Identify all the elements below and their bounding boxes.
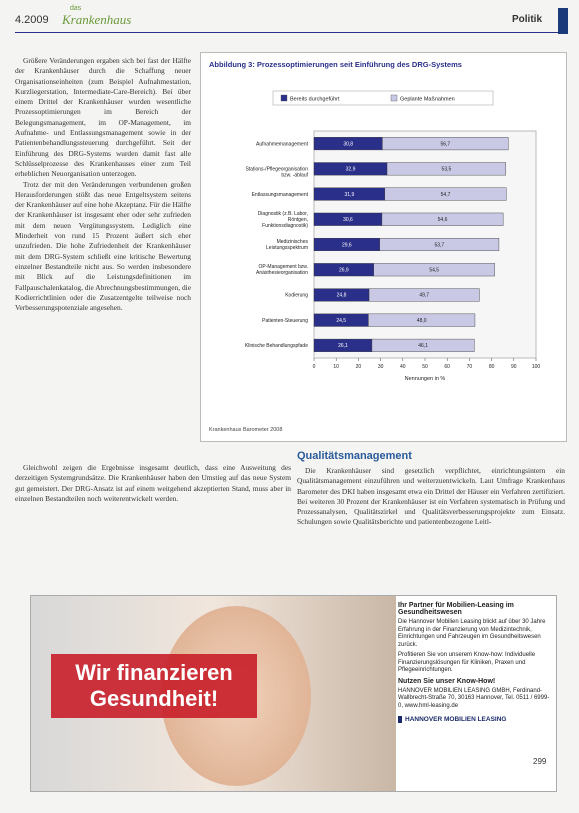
paragraph: Trotz der mit den Veränderungen verbunde… (15, 179, 191, 313)
logo-small: das (70, 5, 82, 12)
section: Politik (512, 14, 543, 25)
ad-headline-line: Gesundheit! (89, 686, 219, 711)
x-tick-label: 80 (489, 364, 495, 370)
x-tick-label: 40 (400, 364, 406, 370)
ad-paragraph: Die Hannover Mobilien Leasing blickt auf… (398, 619, 546, 648)
column: Die Krankenhäuser sind gesetzlich verpfl… (297, 466, 565, 566)
bar-segment (379, 237, 500, 252)
value-label: 26,9 (339, 268, 349, 274)
value-label: 46,1 (418, 343, 428, 349)
rule (15, 32, 560, 33)
category-label: Stations-/Pflegeorganisation bzw. -ablauf (245, 166, 308, 178)
x-tick-label: 100 (532, 364, 541, 370)
value-label: 24,5 (336, 318, 346, 324)
category-label: Diagnostik (z.B. Labor, Röntgen, Funktions… (258, 211, 309, 229)
value-label: 56,7 (440, 141, 450, 147)
x-tick-label: 30 (378, 364, 384, 370)
bar-segment (381, 212, 504, 226)
category-label: Entlassungsmanagement (252, 192, 309, 198)
category-label: Kodierung (285, 293, 308, 299)
tab (558, 8, 568, 34)
value-label: 31,9 (345, 192, 355, 198)
x-tick-label: 0 (313, 364, 316, 370)
value-label: 24,8 (337, 293, 347, 299)
category-label: OP-Management bzw. Anästhesieorganisation (256, 264, 308, 276)
x-tick-label: 20 (356, 364, 362, 370)
value-label: 54,7 (441, 192, 451, 198)
bar-segment (368, 288, 480, 302)
advertisement: Wir finanzieren Gesundheit! Ihr Partner f… (30, 595, 557, 792)
value-label: 54,5 (429, 268, 439, 274)
category-label: Patienten-Steuerung (262, 318, 308, 324)
ad-brand: HANNOVER MOBILIEN LEASING (398, 716, 550, 723)
bar-segment (384, 187, 507, 201)
chart: Abbildung 3: Prozessoptimierungen seit E… (200, 52, 567, 442)
ad-text: Ihr Partner für Mobilien-Leasing im Gesu… (398, 602, 550, 723)
value-label: 53,5 (442, 167, 452, 173)
page-number: 299 (533, 757, 547, 766)
ad-headline: Wir finanzieren Gesundheit! (51, 654, 257, 718)
x-tick-label: 60 (444, 364, 450, 370)
ad-headline-line: Wir finanzieren (75, 660, 233, 685)
paragraph: Die Krankenhäuser sind gesetzlich verpfl… (297, 466, 565, 527)
value-label: 49,7 (419, 293, 429, 299)
value-label: 53,7 (434, 242, 444, 248)
column: Größere Veränderungen ergaben sich bei f… (15, 56, 191, 441)
value-label: 30,8 (343, 141, 353, 147)
legend-label: Geplante Maßnahmen (400, 97, 455, 103)
ad-partner: Ihr Partner für Mobilien-Leasing im Gesu… (398, 602, 514, 616)
x-tick-label: 10 (333, 364, 339, 370)
logo: Krankenhaus (62, 12, 132, 27)
x-tick-label: 50 (422, 364, 428, 370)
value-label: 26,1 (338, 343, 348, 349)
category-label: Aufnahmemanagement (256, 141, 309, 147)
legend-swatch (390, 94, 398, 102)
value-label: 29,6 (342, 242, 352, 248)
legend-box (272, 90, 494, 106)
bar-segment (382, 137, 509, 151)
chart-title: Abbildung 3: Prozessoptimierungen seit E… (209, 60, 462, 69)
x-axis-label: Nennungen in % (405, 376, 446, 382)
legend-label: Bereits durchgeführt (290, 97, 340, 103)
bar-segment (371, 338, 475, 352)
value-label: 54,6 (438, 217, 448, 223)
ad-paragraph: Profitieren Sie von unserem Know-how: In… (398, 652, 536, 673)
value-label: 32,9 (346, 167, 356, 173)
value-label: 48,0 (417, 318, 427, 324)
ad-knowhow: Nutzen Sie unser Know-How! (398, 677, 496, 685)
x-tick-label: 90 (511, 364, 517, 370)
source: Krankenhaus Barometer 2008 (209, 427, 282, 433)
legend-swatch (280, 94, 288, 102)
value-label: 30,6 (343, 217, 353, 223)
bar-segment (386, 162, 507, 176)
ad-contact: HANNOVER MOBILIEN LEASING GMBH, Ferdinan… (398, 687, 550, 709)
header: 4.2009 das Krankenhaus Politik (0, 0, 579, 36)
paragraph: Größere Veränderungen ergaben sich bei f… (15, 56, 191, 179)
paragraph: Gleichwohl zeigen die Ergebnisse insgesa… (15, 463, 291, 503)
heading: Qualitätsmanagement (297, 450, 412, 462)
bar-segment (373, 263, 495, 277)
category-label: Medizinisches Leistungsspektrum (266, 239, 308, 251)
issue: 4.2009 (15, 14, 49, 26)
category-label: Klinische Behandlungspfade (245, 343, 308, 349)
x-tick-label: 70 (467, 364, 473, 370)
column: Gleichwohl zeigen die Ergebnisse insgesa… (15, 463, 291, 565)
bar-segment (368, 313, 476, 327)
